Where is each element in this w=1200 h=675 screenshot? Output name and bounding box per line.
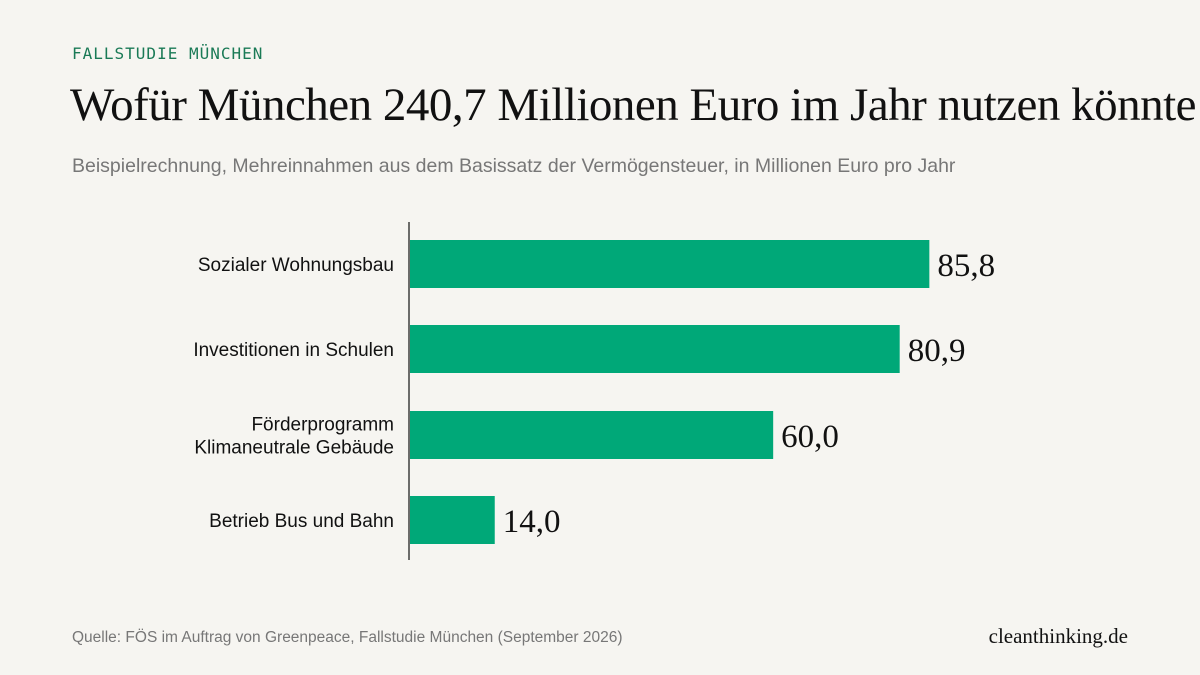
value-label: 14,0 [503,504,561,540]
brand-logo[interactable]: cleanthinking.de [988,624,1128,648]
kicker: FALLSTUDIE MÜNCHEN [72,44,264,63]
category-label: Förderprogramm Klimaneutrale Gebäude [194,415,394,459]
category-label: Sozialer Wohnungsbau [198,255,394,276]
bar [410,325,900,373]
value-label: 80,9 [908,333,966,369]
value-label: 85,8 [937,248,995,284]
chart-subtitle: Beispielrechnung, Mehreinnahmen aus dem … [72,155,956,177]
value-label: 60,0 [781,419,839,455]
bar [410,240,930,288]
source-note: Quelle: FÖS im Auftrag von Greenpeace, F… [72,629,623,646]
chart-title: Wofür München 240,7 Millionen Euro im Ja… [70,79,1197,131]
category-label: Betrieb Bus und Bahn [209,511,394,532]
bar [410,496,495,544]
category-label: Investitionen in Schulen [193,340,394,361]
bar [410,411,774,459]
bars-layer: 85,8 Sozialer Wohnungsbau 80,9 Investitione… [193,240,995,544]
